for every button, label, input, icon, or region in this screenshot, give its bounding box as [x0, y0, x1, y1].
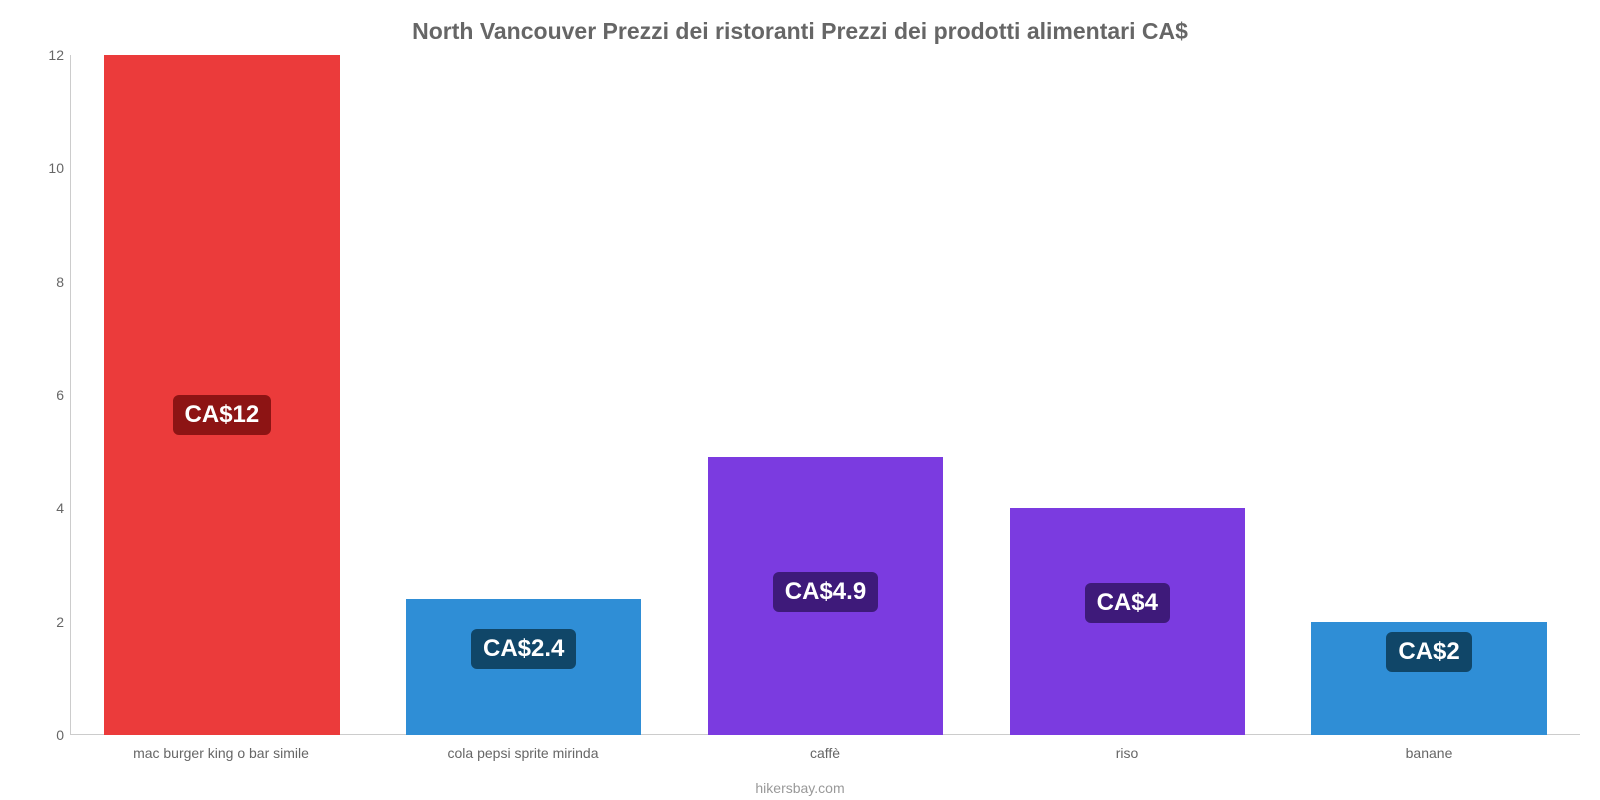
bar-slot: CA$4.9: [675, 55, 977, 735]
x-label: riso: [976, 745, 1278, 761]
attribution-text: hikersbay.com: [0, 780, 1600, 796]
x-axis-labels: mac burger king o bar simile cola pepsi …: [70, 745, 1580, 761]
bar-value-label: CA$4: [1085, 583, 1170, 623]
plot-region: CA$12 CA$2.4 CA$4.9 CA$4 CA$: [70, 55, 1580, 735]
bar-cola-pepsi: CA$2.4: [406, 599, 641, 735]
y-tick-label: 4: [56, 500, 64, 516]
chart-title: North Vancouver Prezzi dei ristoranti Pr…: [0, 0, 1600, 45]
bar-slot: CA$2: [1278, 55, 1580, 735]
y-tick-label: 2: [56, 614, 64, 630]
x-label: cola pepsi sprite mirinda: [372, 745, 674, 761]
x-label: mac burger king o bar simile: [70, 745, 372, 761]
bar-slot: CA$12: [71, 55, 373, 735]
y-axis: 12 10 8 6 4 2 0: [40, 55, 70, 735]
y-tick-label: 6: [56, 387, 64, 403]
bar-value-label: CA$2.4: [471, 629, 576, 669]
x-label: caffè: [674, 745, 976, 761]
bar-riso: CA$4: [1010, 508, 1245, 735]
bars-container: CA$12 CA$2.4 CA$4.9 CA$4 CA$: [71, 55, 1580, 735]
bar-value-label: CA$2: [1386, 632, 1471, 672]
bar-mac-burger-king: CA$12: [104, 55, 339, 735]
x-label: banane: [1278, 745, 1580, 761]
bar-caffe: CA$4.9: [708, 457, 943, 735]
bar-value-label: CA$4.9: [773, 572, 878, 612]
y-tick-label: 0: [56, 727, 64, 743]
chart-area: 12 10 8 6 4 2 0 CA$12 CA$2.4 CA$4.9: [40, 55, 1580, 735]
bar-slot: CA$4: [976, 55, 1278, 735]
bar-value-label: CA$12: [173, 395, 272, 435]
y-tick-label: 12: [48, 47, 64, 63]
y-tick-label: 8: [56, 274, 64, 290]
bar-banane: CA$2: [1311, 622, 1546, 735]
y-tick-label: 10: [48, 160, 64, 176]
bar-slot: CA$2.4: [373, 55, 675, 735]
